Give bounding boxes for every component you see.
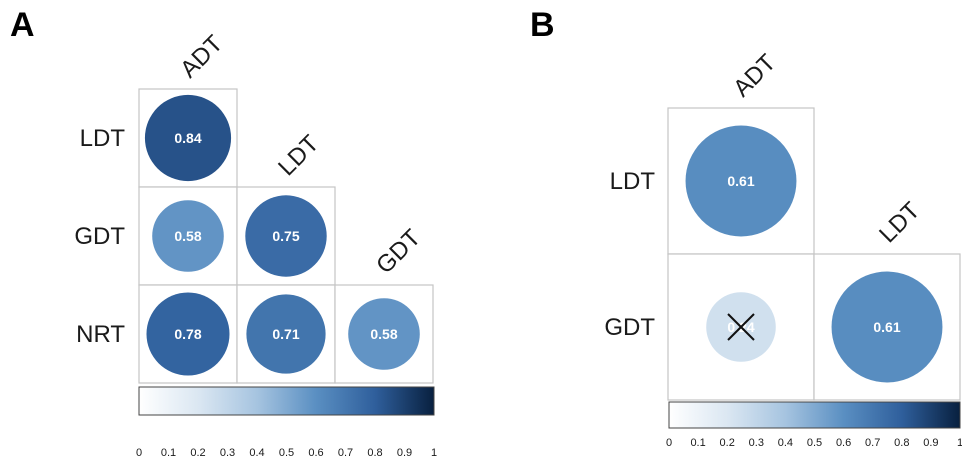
colorbar-tick-label: 0.9 bbox=[923, 437, 938, 449]
correlation-value-label: 0.61 bbox=[873, 319, 900, 335]
colorbar-tick-label: 1 bbox=[957, 437, 962, 449]
colorbar-tick-label: 0.2 bbox=[190, 447, 205, 459]
colorbar-tick-label: 0.6 bbox=[836, 437, 851, 449]
column-label: GDT bbox=[371, 224, 426, 279]
panel-letter: B bbox=[530, 6, 555, 44]
column-label: LDT bbox=[874, 197, 925, 248]
colorbar-tick-label: 0.1 bbox=[161, 447, 176, 459]
colorbar-tick-label: 0.9 bbox=[397, 447, 412, 459]
correlation-circle bbox=[152, 200, 224, 272]
correlation-circle bbox=[348, 298, 420, 370]
colorbar-tick-label: 0.5 bbox=[279, 447, 294, 459]
colorbar-tick-label: 0.7 bbox=[865, 437, 880, 449]
row-label: GDT bbox=[604, 314, 655, 341]
column-label: LDT bbox=[273, 130, 324, 181]
row-label: NRT bbox=[76, 321, 125, 348]
colorbar-tick-label: 0.6 bbox=[308, 447, 323, 459]
insignificant-cross-mark bbox=[727, 313, 755, 341]
row-label: LDT bbox=[80, 125, 126, 152]
correlation-value-label: 0.75 bbox=[272, 228, 299, 244]
colorbar-tick-label: 0.3 bbox=[220, 447, 235, 459]
correlation-value-label: 0.78 bbox=[174, 326, 201, 342]
colorbar-tick-label: 1 bbox=[431, 447, 437, 459]
colorbar-tick-label: 0.8 bbox=[367, 447, 382, 459]
correlation-value-label: 0.58 bbox=[174, 228, 201, 244]
correlation-circle bbox=[146, 292, 230, 376]
correlation-value-label: 0.58 bbox=[370, 326, 397, 342]
column-label: ADT bbox=[728, 49, 781, 102]
correlation-circle bbox=[831, 271, 943, 383]
colorbar-tick-label: 0.4 bbox=[778, 437, 793, 449]
colorbar bbox=[139, 387, 434, 415]
row-label: GDT bbox=[74, 223, 125, 250]
correlation-value-label: 0.61 bbox=[727, 173, 754, 189]
colorbar-tick-label: 0.2 bbox=[720, 437, 735, 449]
colorbar-tick-label: 0.7 bbox=[338, 447, 353, 459]
column-label: ADT bbox=[175, 30, 228, 83]
colorbar-tick-label: 0.8 bbox=[894, 437, 909, 449]
panel-b: BLDTGDTADTLDT0.610.240.6100.10.20.30.40.… bbox=[530, 6, 962, 449]
correlation-value-label: 0.71 bbox=[272, 326, 299, 342]
colorbar-tick-label: 0 bbox=[136, 447, 142, 459]
colorbar bbox=[669, 402, 960, 428]
correlation-circle bbox=[246, 294, 326, 374]
colorbar-frame bbox=[138, 386, 435, 416]
colorbar-tick-label: 0.4 bbox=[249, 447, 264, 459]
panel-letter: A bbox=[10, 6, 35, 44]
row-label: LDT bbox=[610, 168, 656, 195]
correlation-circle bbox=[245, 195, 327, 277]
correlation-value-label: 0.84 bbox=[174, 130, 201, 146]
correlation-circle bbox=[685, 125, 797, 237]
colorbar-tick-label: 0.3 bbox=[749, 437, 764, 449]
correlation-circle bbox=[144, 94, 232, 182]
colorbar-tick-label: 0 bbox=[666, 437, 672, 449]
colorbar-tick-label: 0.5 bbox=[807, 437, 822, 449]
colorbar-frame bbox=[668, 401, 961, 429]
colorbar-tick-label: 0.1 bbox=[690, 437, 705, 449]
